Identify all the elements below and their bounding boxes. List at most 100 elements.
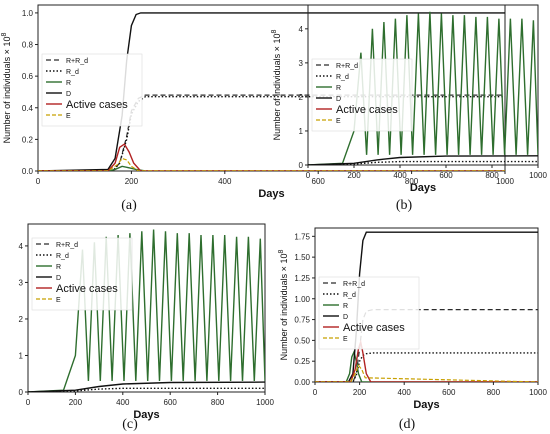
x-axis-label: Days xyxy=(410,182,436,194)
series-line-r xyxy=(28,229,265,392)
x-tick-label: 600 xyxy=(164,398,178,407)
y-tick-label: 0.4 xyxy=(22,104,34,113)
x-axis-label: Days xyxy=(413,399,439,411)
x-tick-label: 200 xyxy=(353,388,367,397)
legend-label: D xyxy=(66,91,71,98)
x-tick-label: 1000 xyxy=(529,388,547,397)
x-tick-label: 0 xyxy=(36,177,41,186)
panel-label: (b) xyxy=(396,198,413,213)
y-axis-label: Number of individuals × 108 xyxy=(1,33,12,144)
x-tick-label: 1000 xyxy=(256,398,274,407)
x-tick-label: 1000 xyxy=(496,177,514,186)
legend-label: D xyxy=(343,314,348,321)
y-tick-label: 0.0 xyxy=(22,167,34,176)
x-tick-label: 200 xyxy=(125,177,139,186)
x-tick-label: 400 xyxy=(116,398,130,407)
legend-box xyxy=(311,58,413,132)
series-line-d xyxy=(308,155,538,165)
x-tick-label: 0 xyxy=(306,171,311,180)
y-tick-label: 0.2 xyxy=(22,135,34,144)
y-tick-label: 0.75 xyxy=(294,316,310,325)
legend-label: D xyxy=(336,96,341,103)
y-tick-label: 1.75 xyxy=(294,232,310,241)
x-tick-label: 600 xyxy=(312,177,326,186)
x-axis-label: Days xyxy=(258,188,284,200)
series-line-r-d xyxy=(38,96,505,171)
x-tick-label: 600 xyxy=(442,388,456,397)
x-tick-label: 400 xyxy=(393,171,407,180)
legend-label: D xyxy=(56,275,61,282)
chart-panel-4: 0 200 400 600 800 1000 0.00 0.25 0.50 0.75 1.00 1.2… xyxy=(278,227,547,411)
y-tick-label: 2 xyxy=(299,93,304,102)
series-line-r-d xyxy=(315,352,538,382)
x-tick-label: 600 xyxy=(439,171,453,180)
y-tick-label: 1 xyxy=(19,351,24,360)
x-tick-label: 1000 xyxy=(529,171,547,180)
legend-label: R+R_d xyxy=(66,58,88,65)
legend-label: Active cases xyxy=(336,104,398,116)
legend-label: E xyxy=(56,297,61,304)
legend-label: R xyxy=(56,264,61,271)
x-tick-label: 800 xyxy=(485,171,499,180)
legend-label: Active cases xyxy=(66,99,128,111)
y-tick-label: 4 xyxy=(19,242,24,251)
y-axis-label: Number of individuals × 108 xyxy=(0,253,2,364)
y-tick-label: 1.50 xyxy=(294,253,310,262)
y-tick-label: 0 xyxy=(19,388,24,397)
series-line-r xyxy=(315,349,538,382)
legend-label: R xyxy=(343,303,348,310)
y-tick-label: 0.6 xyxy=(22,72,34,81)
legend-label: Active cases xyxy=(343,322,405,334)
series-line-active-cases xyxy=(38,143,505,171)
y-tick-label: 1.0 xyxy=(22,9,34,18)
legend-label: R_d xyxy=(66,69,79,76)
x-tick-label: 800 xyxy=(211,398,225,407)
legend-label: R+R_d xyxy=(336,63,358,70)
y-axis-label: Number of individuals × 108 xyxy=(271,30,282,141)
y-tick-label: 0.8 xyxy=(22,41,34,50)
legend-box xyxy=(41,53,143,127)
x-tick-label: 0 xyxy=(313,388,318,397)
panel-label: (a) xyxy=(121,198,137,213)
series-line-e xyxy=(315,364,538,382)
y-tick-label: 3 xyxy=(299,59,304,68)
panel-label: (d) xyxy=(399,417,416,432)
y-tick-label: 0.50 xyxy=(294,336,310,345)
y-tick-label: 2 xyxy=(19,315,24,324)
legend-box xyxy=(31,237,133,311)
panel-label: (c) xyxy=(122,417,138,432)
legend-label: R xyxy=(66,80,71,87)
x-axis-label: Days xyxy=(133,409,159,421)
y-tick-label: 1 xyxy=(299,127,304,136)
legend-label: R+R_d xyxy=(56,242,78,249)
legend-label: R+R_d xyxy=(343,281,365,288)
y-tick-label: 0 xyxy=(299,161,304,170)
series-line-e xyxy=(38,157,505,171)
legend-label: R xyxy=(336,85,341,92)
y-tick-label: 0.25 xyxy=(294,357,310,366)
legend-label: E xyxy=(343,336,348,343)
y-tick-label: 1.00 xyxy=(294,295,310,304)
y-tick-label: 4 xyxy=(299,25,304,34)
legend-box xyxy=(318,276,420,350)
plot-frame xyxy=(307,4,539,166)
x-tick-label: 400 xyxy=(218,177,232,186)
legend-label: Active cases xyxy=(56,283,118,295)
series-line-r-d xyxy=(28,387,265,392)
x-tick-label: 200 xyxy=(347,171,361,180)
x-tick-label: 800 xyxy=(487,388,501,397)
legend-label: E xyxy=(66,113,71,120)
y-tick-label: 1.25 xyxy=(294,274,310,283)
chart-panel-3: 0 200 400 600 800 1000 0 1 2 3 4 Days Number of indi… xyxy=(0,223,274,421)
x-tick-label: 400 xyxy=(398,388,412,397)
plot-frame xyxy=(27,223,266,393)
legend-label: R_d xyxy=(336,74,349,81)
y-tick-label: 3 xyxy=(19,278,24,287)
x-tick-label: 200 xyxy=(69,398,83,407)
legend-label: R_d xyxy=(56,253,69,260)
